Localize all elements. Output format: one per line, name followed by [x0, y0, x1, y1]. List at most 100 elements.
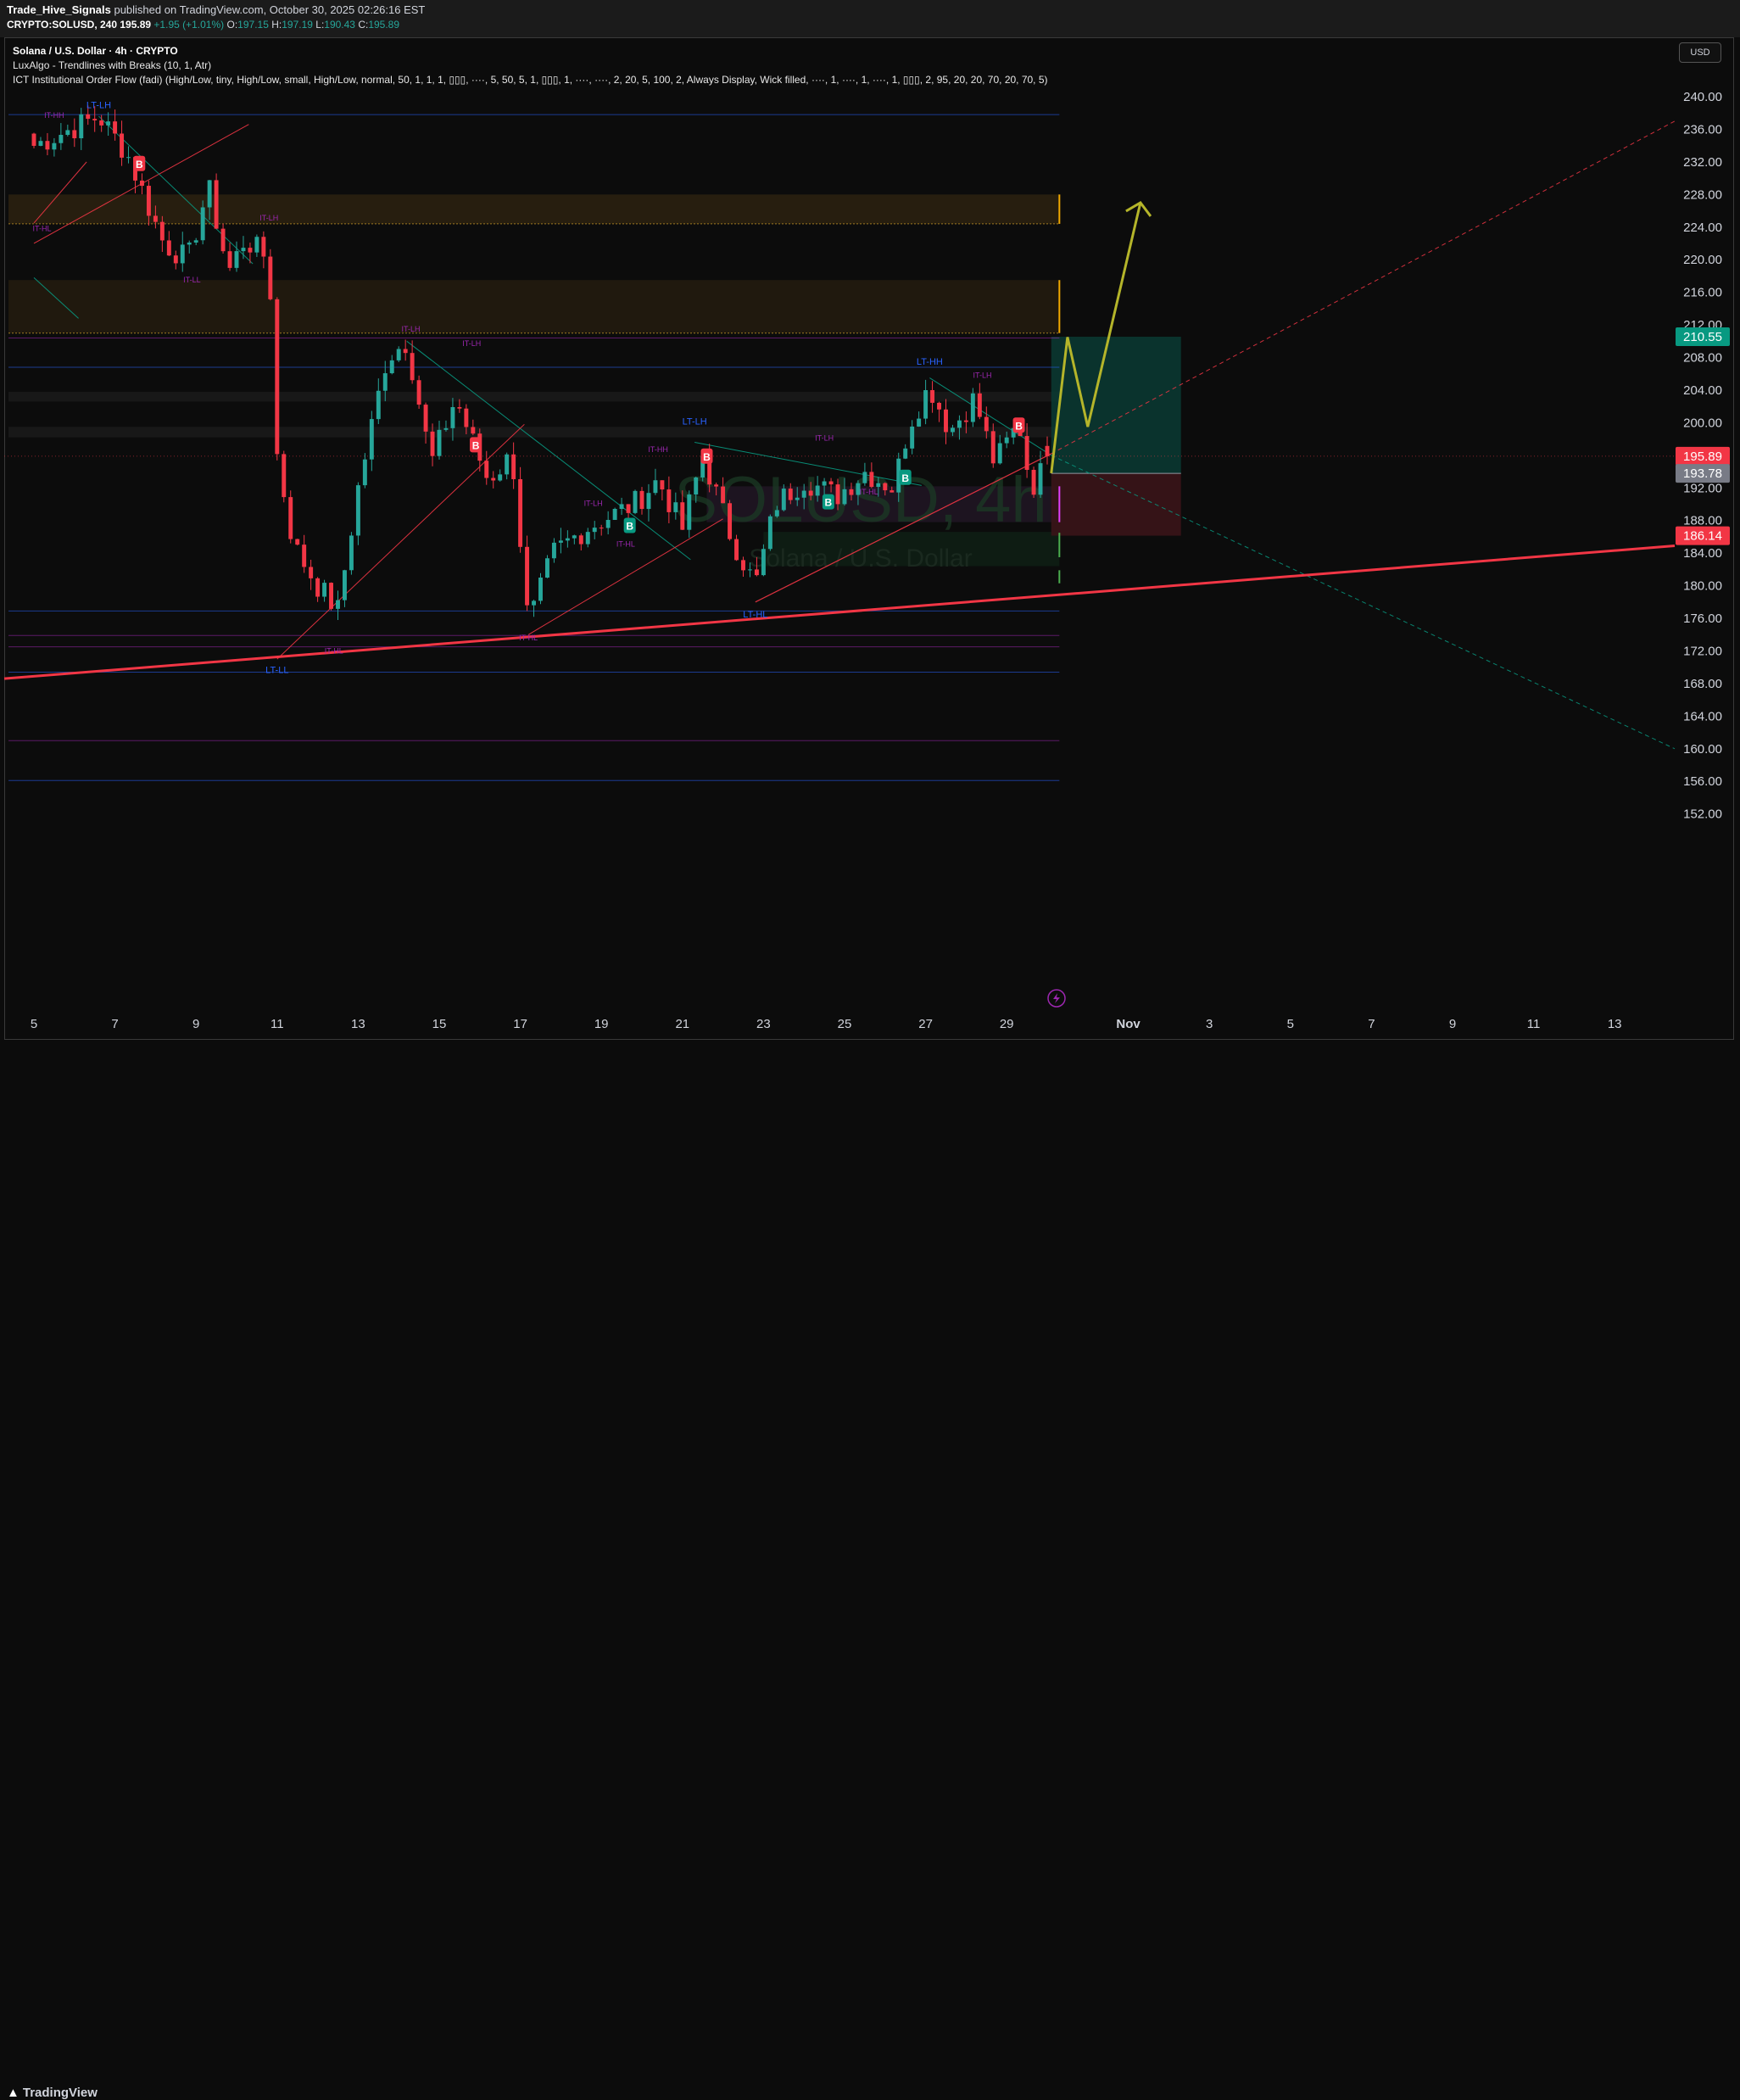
order-block-zone	[8, 194, 1060, 224]
y-tick-label: 228.00	[1683, 187, 1722, 202]
price-tag-box	[1676, 327, 1730, 347]
candle	[1004, 431, 1009, 449]
candle-body	[72, 130, 77, 138]
open-label: O:	[226, 19, 238, 31]
price-tag-text: 193.78	[1683, 466, 1722, 481]
candle-body	[362, 459, 367, 486]
candle	[585, 528, 590, 548]
y-tick-label: 184.00	[1683, 546, 1722, 561]
candle	[120, 120, 125, 166]
signal-badge	[822, 494, 834, 510]
candle	[220, 223, 226, 254]
candle-body	[694, 477, 699, 495]
price-tag-text: 210.55	[1683, 330, 1722, 344]
candle-body	[721, 486, 726, 504]
zone-layer	[8, 194, 1181, 567]
price-change: +1.95 (+1.01%)	[153, 19, 225, 31]
signal-marker[interactable]: B	[1012, 417, 1025, 433]
candle	[200, 200, 205, 245]
candle-body	[842, 489, 847, 505]
x-tick-label: 29	[1000, 1017, 1014, 1031]
candle	[484, 450, 489, 485]
trendline	[33, 161, 87, 224]
signal-marker[interactable]: B	[623, 517, 636, 533]
signal-text: B	[1015, 420, 1023, 432]
signal-marker[interactable]: B	[700, 448, 713, 464]
candle	[227, 243, 232, 271]
candle	[842, 478, 847, 506]
candle	[578, 533, 583, 550]
candle	[633, 489, 638, 515]
candle-body	[443, 427, 449, 430]
candle-body	[910, 426, 915, 449]
y-tick-label: 164.00	[1683, 709, 1722, 723]
projection-path[interactable]	[1050, 202, 1142, 474]
candle	[747, 562, 752, 578]
tradingview-logo[interactable]: ▲ TradingView	[7, 2086, 98, 2100]
candle-body	[315, 578, 321, 597]
candle	[389, 355, 394, 375]
signal-text: B	[901, 472, 909, 484]
candle-body	[511, 454, 516, 479]
candle	[99, 114, 104, 132]
candle-body	[551, 542, 556, 559]
candle-body	[997, 443, 1002, 464]
candle	[767, 514, 772, 551]
candle-body	[605, 519, 611, 528]
open-value: 197.15	[237, 19, 269, 31]
candle	[963, 411, 968, 433]
candle	[369, 411, 374, 472]
candle-body	[869, 472, 874, 488]
candle-body	[883, 483, 888, 491]
candle	[781, 484, 786, 512]
candle	[917, 411, 922, 427]
candle-body	[92, 119, 98, 120]
candle-body	[349, 535, 354, 571]
candle	[599, 524, 604, 536]
x-tick-label: 11	[270, 1017, 284, 1031]
signal-marker[interactable]: B	[133, 155, 146, 171]
signal-marker[interactable]: B	[899, 469, 912, 485]
trendline	[406, 340, 691, 561]
symbol-title[interactable]: Solana / U.S. Dollar · 4h · CRYPTO	[13, 45, 178, 57]
signal-text: B	[703, 451, 711, 463]
low-label: L:	[315, 19, 325, 31]
candle-body	[578, 535, 583, 545]
candle	[653, 468, 658, 495]
watermark-symbol: SOLUSD, 4h	[674, 464, 1046, 536]
indicator-trendlines[interactable]: LuxAlgo - Trendlines with Breaks (10, 1,…	[13, 59, 212, 71]
candle-body	[484, 461, 489, 478]
candle	[869, 462, 874, 489]
structure-label: LT-HH	[917, 357, 943, 367]
signal-marker[interactable]: B	[822, 494, 834, 510]
candle-body	[660, 480, 665, 490]
signal-badge	[470, 437, 482, 453]
candle-body	[1004, 437, 1009, 444]
candle-body	[923, 389, 929, 419]
major-support-trendline[interactable]	[3, 545, 1676, 680]
currency-button[interactable]: USD	[1679, 42, 1721, 63]
author-name[interactable]: Trade_Hive_Signals	[7, 3, 111, 16]
candle	[828, 478, 834, 493]
indicator-order-flow[interactable]: ICT Institutional Order Flow (fadi) (Hig…	[13, 74, 1048, 86]
structure-label: LT-HL	[743, 610, 767, 620]
trendline	[694, 441, 922, 486]
signal-badge	[133, 155, 146, 171]
flash-icon[interactable]	[1047, 989, 1066, 1008]
candle	[518, 466, 523, 553]
signal-marker[interactable]: B	[470, 437, 482, 453]
candle	[544, 555, 549, 578]
candle	[309, 559, 314, 590]
candle-body	[382, 373, 388, 391]
candle-body	[355, 485, 360, 536]
price-tag-text: 195.89	[1683, 450, 1722, 464]
candle-body	[241, 248, 246, 252]
y-tick-label: 188.00	[1683, 514, 1722, 528]
candle-body	[457, 407, 462, 409]
price-chart[interactable]: SOLUSD, 4h Solana / U.S. Dollar LT-LHIT-…	[0, 0, 1740, 1071]
y-tick-label: 160.00	[1683, 742, 1722, 757]
candle	[930, 381, 935, 413]
long-position-stop-zone[interactable]	[1051, 473, 1181, 536]
candle	[355, 482, 360, 545]
label-layer: LT-LH IT-HH IT-HL IT-LH IT-LL IT-LH IT-LH LT-LL…	[33, 100, 1025, 675]
